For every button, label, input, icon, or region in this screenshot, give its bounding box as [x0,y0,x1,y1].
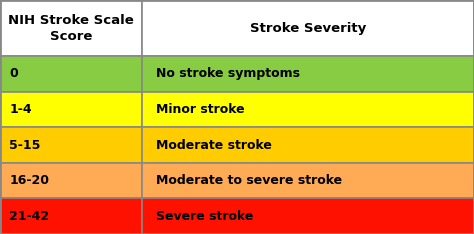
Bar [0,127,142,163]
Text: No stroke symptoms: No stroke symptoms [156,67,301,80]
Bar [0,198,142,234]
Bar [0,163,142,198]
Text: 0: 0 [9,67,18,80]
Text: 16-20: 16-20 [9,174,49,187]
Text: 5-15: 5-15 [9,139,41,152]
Bar [142,56,474,92]
Bar [0,92,142,127]
Bar [142,0,474,56]
Text: Moderate to severe stroke: Moderate to severe stroke [156,174,343,187]
Bar [142,163,474,198]
Bar [0,56,142,92]
Bar [142,127,474,163]
Bar [142,198,474,234]
Text: 1-4: 1-4 [9,103,32,116]
Text: 21-42: 21-42 [9,210,50,223]
Text: Severe stroke: Severe stroke [156,210,254,223]
Bar [142,92,474,127]
Text: Moderate stroke: Moderate stroke [156,139,272,152]
Text: Stroke Severity: Stroke Severity [250,22,366,35]
Text: NIH Stroke Scale
Score: NIH Stroke Scale Score [8,14,134,43]
Text: Minor stroke: Minor stroke [156,103,245,116]
Bar [0,0,142,56]
